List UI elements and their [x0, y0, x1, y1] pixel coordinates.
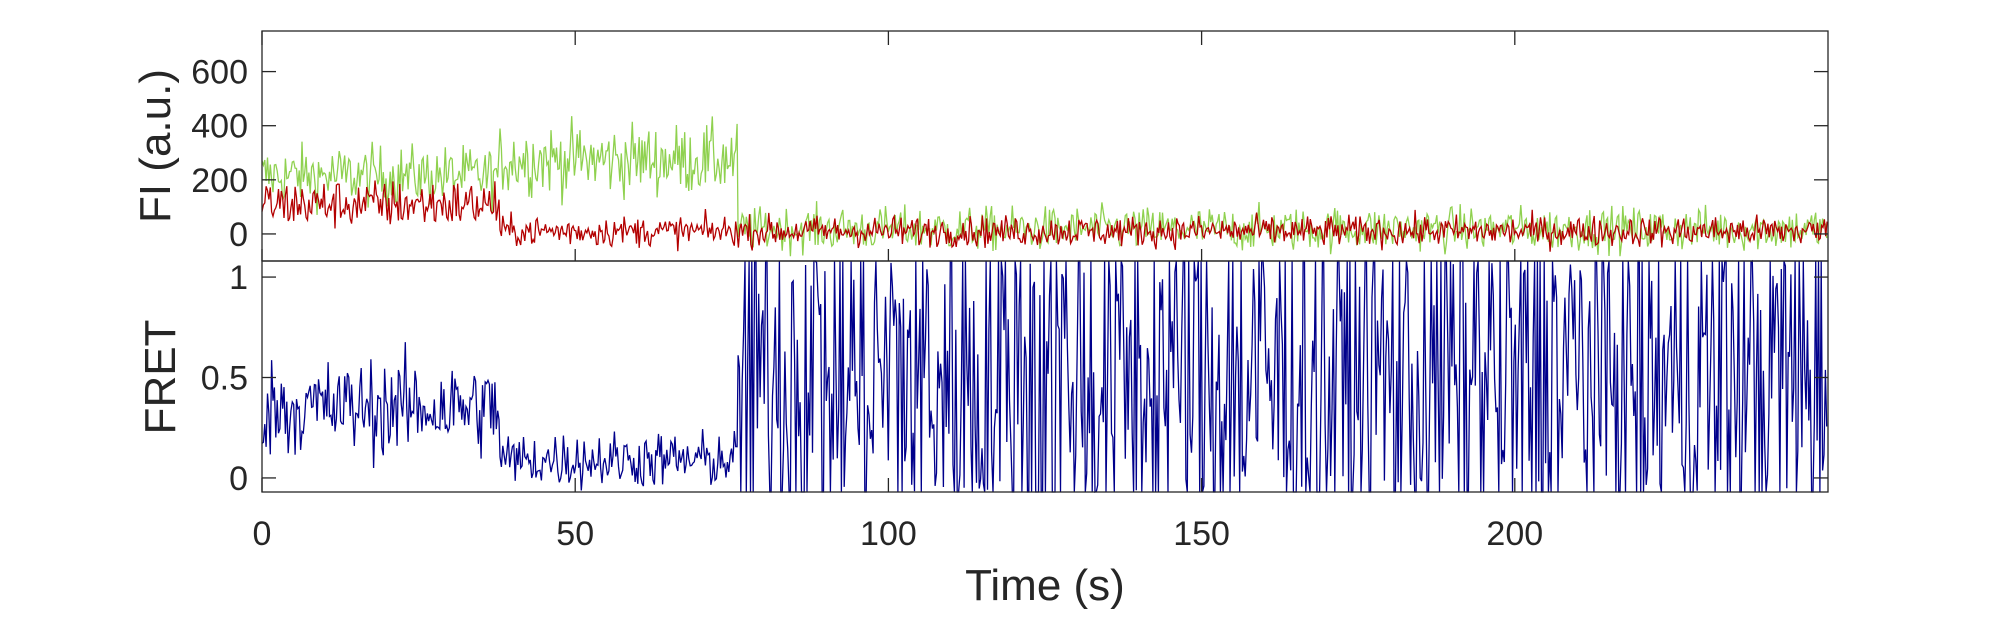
fluorescence-y-tick-label: 200 [191, 162, 248, 200]
time-x-tick-label: 100 [860, 515, 917, 553]
fluorescence-y-axis-label: FI (a.u.) [131, 69, 180, 223]
fluorescence-y-tick-label: 600 [191, 54, 248, 92]
time-x-tick-label: 0 [253, 515, 272, 553]
time-x-axis-label: Time (s) [965, 561, 1125, 610]
time-x-tick-label: 50 [556, 515, 594, 553]
fret-y-tick-label: 0 [229, 460, 248, 498]
time-x-tick-label: 200 [1486, 515, 1543, 553]
fluorescence-y-tick-label: 0 [229, 216, 248, 254]
time-x-ticks: 0 50 100 150 200 [253, 31, 1543, 553]
fluorescence-y-ticks: 0 200 400 600 [191, 54, 1828, 254]
fret-y-tick-label: 1 [229, 259, 248, 297]
donor-intensity-trace [261, 116, 1828, 257]
fret-y-axis-label: FRET [136, 320, 185, 435]
acceptor-intensity-trace [261, 180, 1828, 252]
fluorescence-y-tick-label: 400 [191, 108, 248, 146]
fret-y-ticks: 00.51 [201, 259, 1828, 498]
fret-y-tick-label: 0.5 [201, 360, 248, 398]
fret-axes-box [261, 260, 1829, 493]
fret-panel: 00.51 0 50 100 150 200 FRET Time (s) [136, 31, 1829, 610]
fluorescence-panel: 0 200 400 600 FI (a.u.) [131, 30, 1829, 262]
time-x-tick-label: 150 [1173, 515, 1230, 553]
